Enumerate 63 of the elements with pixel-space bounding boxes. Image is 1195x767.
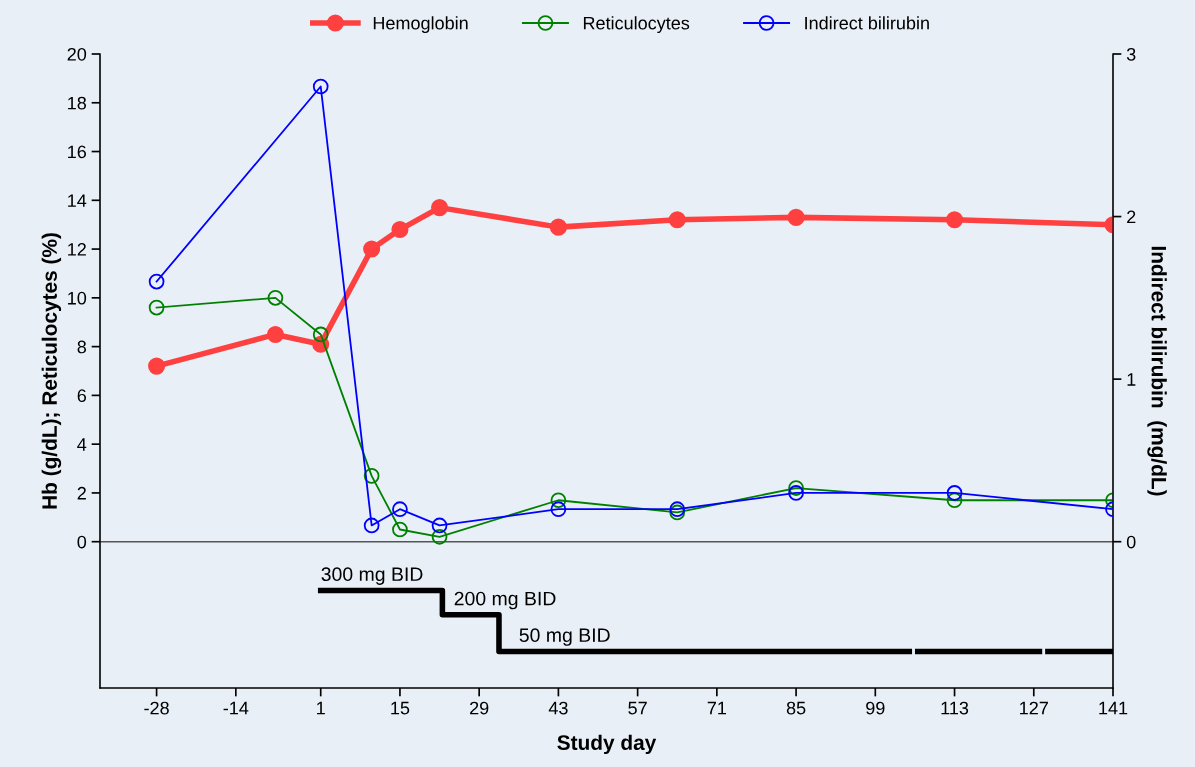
y-tick-label: 2 (77, 486, 86, 500)
y-axis-title: Hb (g/dL); Reticulocytes (%) (41, 233, 62, 509)
point (946, 485, 963, 501)
legend-label: Hemoglobin (373, 16, 468, 34)
x-tick-label: 43 (548, 701, 568, 715)
point (363, 468, 380, 484)
y-tick-label: 14 (68, 194, 87, 207)
point (363, 240, 381, 258)
point (549, 218, 567, 236)
y2-tick-label: 0 (1126, 535, 1136, 549)
point (788, 485, 804, 501)
point (312, 78, 329, 95)
y-tick-label: 12 (68, 243, 86, 256)
point (550, 501, 567, 518)
x-tick-label: 29 (470, 701, 489, 715)
y-tick-label: 18 (68, 96, 87, 110)
y-tick-label: 0 (77, 535, 87, 549)
point (787, 208, 805, 226)
legend-label: Indirect bilirubin (805, 16, 929, 30)
point (946, 492, 963, 509)
point (148, 357, 166, 375)
y2-axis-title: Indirect bilirubin (mg/dL) (1147, 246, 1167, 496)
x-axis-title: Study day (557, 734, 657, 755)
x-tick-label: 15 (391, 701, 410, 715)
y-tick-label: 20 (67, 47, 87, 61)
x-tick-label: 71 (707, 701, 727, 715)
legend-label: Reticulocytes (583, 16, 690, 34)
x-tick-label: -28 (144, 701, 169, 715)
x-tick-label: 113 (941, 701, 969, 715)
x-tick-label: 85 (786, 701, 806, 715)
point (267, 289, 284, 306)
x-tick-label: 99 (866, 701, 885, 715)
point (431, 528, 448, 545)
point (550, 492, 567, 509)
x-tick-label: 57 (628, 701, 647, 715)
point (148, 299, 165, 316)
point (431, 199, 449, 217)
point (392, 521, 408, 538)
point (392, 501, 408, 518)
y2-tick-label: 1 (1127, 373, 1136, 386)
x-tick-label: 1 (317, 701, 325, 715)
point (266, 325, 284, 343)
y-tick-label: 8 (77, 340, 87, 354)
point (363, 517, 380, 534)
point (148, 273, 165, 290)
annotation: 300 mg BID (321, 567, 423, 585)
point (391, 221, 409, 239)
x-tick-label: 127 (1020, 701, 1048, 715)
annotation: 200 mg BID (454, 591, 556, 610)
y-tick-label: 4 (77, 438, 87, 451)
y-tick-label: 16 (68, 145, 87, 159)
x-tick-label: -14 (223, 701, 249, 715)
annotation: 50 mg BID (519, 628, 610, 646)
y2-tick-label: 3 (1126, 47, 1136, 61)
point (431, 517, 448, 534)
y-tick-label: 6 (77, 389, 87, 403)
x-tick-label: 141 (1099, 701, 1128, 715)
point (668, 211, 686, 229)
y-tick-label: 10 (68, 291, 87, 305)
point (788, 480, 804, 496)
point (945, 211, 964, 229)
y2-tick-label: 2 (1127, 210, 1136, 224)
point (312, 326, 329, 343)
